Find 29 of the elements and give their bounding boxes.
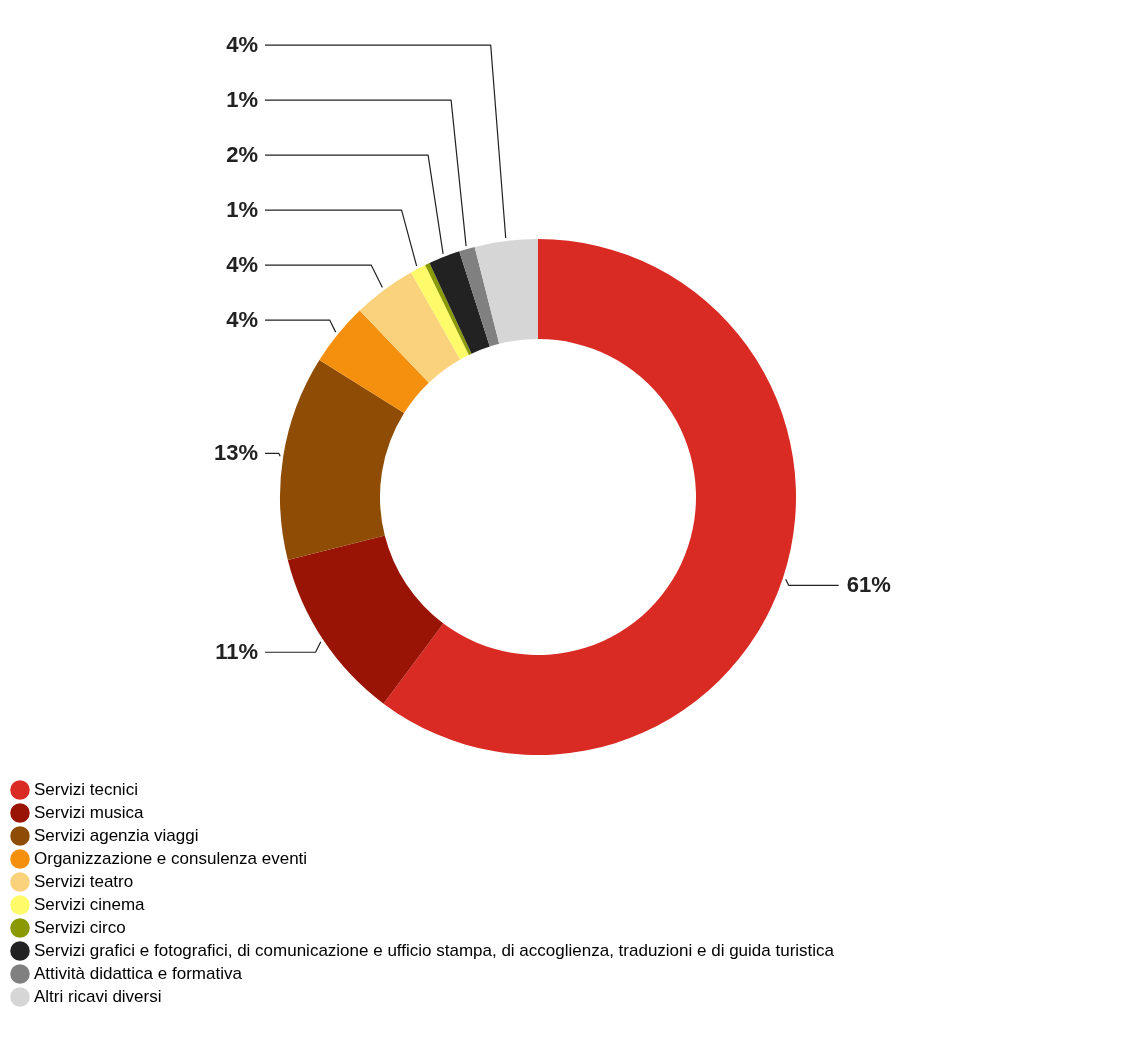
donut-slice	[319, 310, 429, 414]
legend-label: Servizi tecnici	[34, 780, 138, 799]
donut-slice	[474, 239, 538, 344]
data-label: 11%	[215, 639, 258, 665]
legend-label: Altri ricavi diversi	[34, 987, 162, 1006]
data-label: 2%	[226, 142, 258, 168]
legend-label: Servizi teatro	[34, 872, 134, 891]
data-label: 1%	[226, 87, 258, 113]
data-label: 4%	[226, 32, 258, 58]
data-label: 13%	[213, 440, 258, 466]
legend-label: Servizi musica	[34, 803, 145, 822]
data-label: 4%	[226, 307, 258, 333]
donut-slice	[410, 265, 469, 360]
legend-label: Organizzazione e consulenza eventi	[34, 849, 308, 868]
donut-slice	[459, 246, 500, 347]
legend-label: Servizi agenzia viaggi	[34, 826, 199, 845]
legend-label: Servizi cinema	[34, 895, 146, 914]
donut-slice	[359, 272, 461, 383]
donut-slice	[280, 360, 405, 560]
legend-label: Servizi circo	[34, 918, 126, 937]
data-label: 1%	[226, 197, 258, 223]
legend-label: Servizi grafici e fotografici, di comunicazione e ufficio stampa, di accoglienza, traduzioni e di guida turistica	[34, 941, 835, 960]
legend-label: Attività didattica e formativa	[34, 964, 243, 983]
donut-slice	[287, 535, 444, 704]
donut-slice	[429, 251, 490, 354]
data-label: 61%	[846, 572, 891, 598]
donut-slice	[425, 262, 472, 355]
data-label: 4%	[226, 252, 258, 278]
donut-slice	[383, 239, 796, 755]
